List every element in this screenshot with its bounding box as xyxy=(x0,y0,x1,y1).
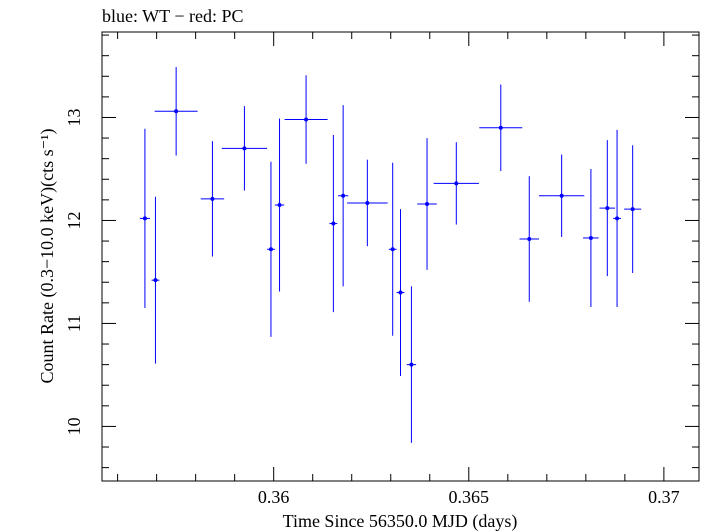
point-marker xyxy=(331,221,336,226)
data-point xyxy=(284,75,328,164)
y-tick-label: 10 xyxy=(64,417,84,435)
data-point xyxy=(417,138,437,270)
point-marker xyxy=(277,203,282,208)
data-point xyxy=(338,105,349,287)
data-point xyxy=(599,140,616,277)
point-marker xyxy=(398,290,403,295)
y-tick-label: 12 xyxy=(64,211,84,229)
point-marker xyxy=(341,193,346,198)
point-marker xyxy=(409,362,414,367)
point-marker xyxy=(304,117,309,122)
data-point xyxy=(200,141,225,257)
data-point xyxy=(613,129,621,307)
point-marker xyxy=(268,247,273,252)
data-point xyxy=(479,84,523,172)
data-point xyxy=(433,142,479,225)
data-point xyxy=(154,67,198,156)
point-marker xyxy=(454,181,459,186)
point-marker xyxy=(630,207,635,212)
x-axis: 0.36 0.365 0.37 xyxy=(117,32,680,507)
point-marker xyxy=(142,216,147,221)
point-marker xyxy=(153,278,158,283)
data-point xyxy=(388,162,397,336)
point-marker xyxy=(242,146,247,151)
x-tick-label: 0.36 xyxy=(258,487,290,507)
point-marker xyxy=(559,193,564,198)
y-axis-label: Count Rate (0.3−10.0 keV)(cts s⁻¹) xyxy=(37,128,58,383)
plot-frame xyxy=(101,31,700,482)
point-marker xyxy=(210,196,215,201)
y-tick-label: 11 xyxy=(64,315,84,332)
data-point xyxy=(396,209,405,376)
point-marker xyxy=(390,247,395,252)
point-marker xyxy=(588,235,593,240)
point-marker xyxy=(425,201,430,206)
data-point xyxy=(347,159,388,247)
chart-title: blue: WT − red: PC xyxy=(102,6,243,26)
data-point xyxy=(406,286,417,443)
point-marker xyxy=(527,236,532,241)
data-point xyxy=(267,161,275,337)
data-point xyxy=(519,176,540,302)
data-point xyxy=(139,128,150,308)
data-point xyxy=(274,118,285,292)
point-marker xyxy=(605,206,610,211)
data-point xyxy=(539,154,585,237)
point-marker xyxy=(365,200,370,205)
data-point xyxy=(151,196,160,364)
point-marker xyxy=(498,125,503,130)
x-axis-label: Time Since 56350.0 MJD (days) xyxy=(283,511,518,532)
data-point xyxy=(624,145,642,273)
x-tick-label: 0.37 xyxy=(648,487,680,507)
y-axis: 10 11 12 13 xyxy=(64,34,699,469)
y-tick-label: 13 xyxy=(64,108,84,126)
x-tick-label: 0.365 xyxy=(449,487,490,507)
data-points xyxy=(139,67,642,443)
data-point xyxy=(583,168,599,307)
data-point xyxy=(329,134,338,313)
point-marker xyxy=(615,216,620,221)
point-marker xyxy=(174,109,179,114)
data-point xyxy=(221,106,268,191)
